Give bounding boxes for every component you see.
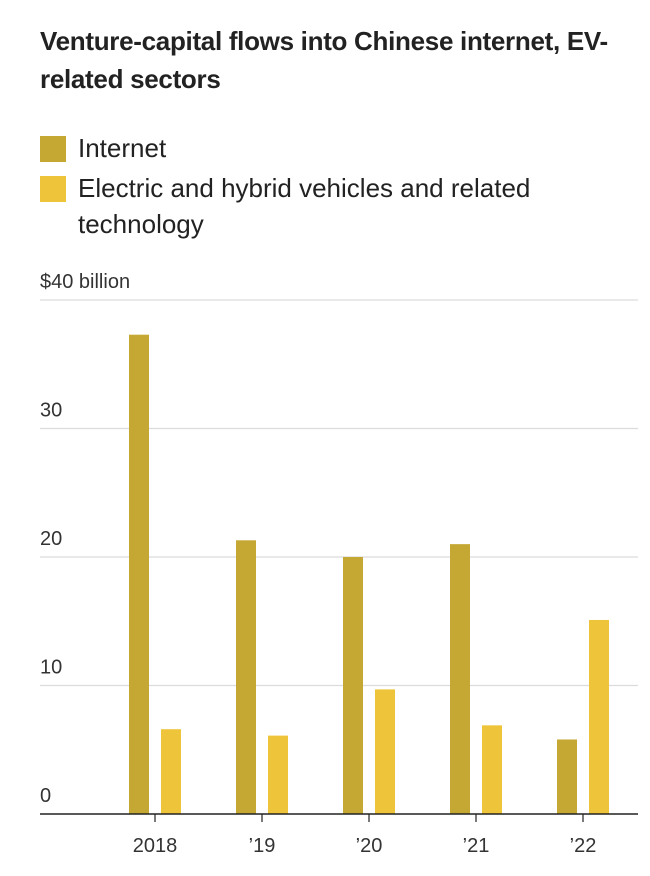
chart-title: Venture-capital flows into Chinese inter… [40, 26, 608, 94]
x-tick-label-0: 2018 [133, 835, 178, 857]
legend-item-ev: Electric and hybrid vehicles and related… [40, 170, 630, 242]
bar-internet-4 [557, 739, 577, 814]
legend-label-internet: Internet [78, 133, 167, 163]
y-tick-label-0: 0 [40, 785, 51, 807]
bar-ev-2 [375, 689, 395, 814]
legend-swatch-internet [40, 136, 66, 162]
y-tick-label-30: 30 [40, 400, 62, 422]
x-tick-label-4: ’22 [570, 835, 597, 857]
legend-item-internet: Internet [40, 130, 630, 166]
x-tick-label-3: ’21 [463, 835, 490, 857]
x-tick-label-2: ’20 [356, 835, 383, 857]
y-tick-label-20: 20 [40, 528, 62, 550]
bar-ev-4 [589, 619, 609, 814]
y-tick-label-40: $40 billion [40, 271, 130, 293]
bar-internet-3 [450, 544, 470, 814]
y-tick-label-10: 10 [40, 657, 62, 679]
chart-legend: Internet Electric and hybrid vehicles an… [40, 130, 630, 246]
legend-swatch-ev [40, 176, 66, 202]
bar-ev-3 [482, 725, 502, 814]
bar-internet-0 [129, 334, 149, 814]
legend-label-ev: Electric and hybrid vehicles and related… [78, 173, 531, 239]
bar-internet-1 [236, 540, 256, 814]
x-tick-label-1: ’19 [249, 835, 276, 857]
bar-ev-1 [268, 735, 288, 814]
bar-internet-2 [343, 557, 363, 814]
bar-ev-0 [161, 729, 181, 814]
